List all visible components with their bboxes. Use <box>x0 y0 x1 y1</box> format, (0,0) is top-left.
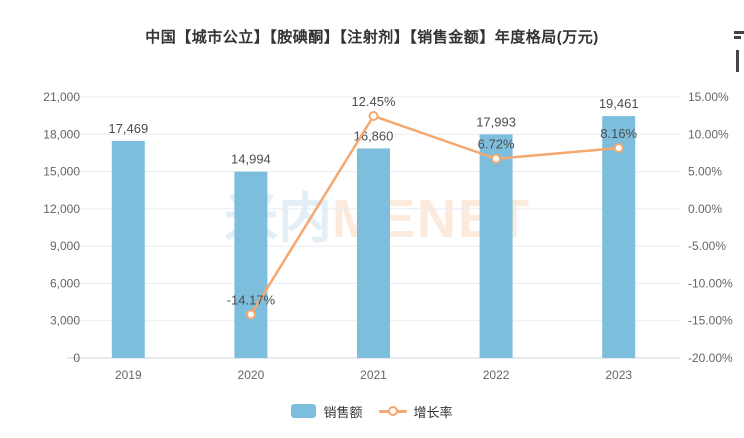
bar-2022[interactable] <box>479 134 513 358</box>
left-axis-tick: 12,000 <box>43 202 80 216</box>
right-axis-tick: -5.00% <box>688 239 726 253</box>
growth-point-2023[interactable] <box>613 143 624 154</box>
bar-series-swatch <box>291 404 317 418</box>
bar-2020[interactable] <box>234 171 268 358</box>
x-axis-label-2023: 2023 <box>605 368 632 382</box>
x-axis-label-2021: 2021 <box>360 368 387 382</box>
legend: 销售额 增长率 <box>0 401 744 421</box>
bar-value-label-2021: 16,860 <box>354 128 394 143</box>
bar-2023[interactable] <box>602 116 636 359</box>
growth-value-label-2021: 12.45% <box>351 94 396 109</box>
x-axis-label-2022: 2022 <box>483 368 510 382</box>
right-axis-tick: 5.00% <box>688 165 722 179</box>
left-axis-tick: 21,000 <box>43 90 80 104</box>
left-axis-tick: 9,000 <box>50 239 80 253</box>
x-axis-label-2020: 2020 <box>238 368 265 382</box>
growth-value-label-2022: 6.72% <box>478 137 515 152</box>
right-axis-tick: -20.00% <box>688 351 733 365</box>
left-axis-tick: 18,000 <box>43 127 80 141</box>
right-axis-tick: -15.00% <box>688 314 733 328</box>
left-axis-tick: 3,000 <box>50 314 80 328</box>
right-axis-tick: 0.00% <box>688 202 722 216</box>
growth-value-label-2020: -14.17% <box>227 293 276 308</box>
left-axis-tick: 15,000 <box>43 165 80 179</box>
legend-item-sales[interactable]: 销售额 <box>291 402 363 421</box>
right-axis-tick: 10.00% <box>688 127 729 141</box>
legend-label-sales: 销售额 <box>323 404 363 420</box>
bar-2021[interactable] <box>357 148 390 358</box>
clipped-edge-artifact <box>734 31 744 34</box>
chart-title: 中国【城市公立】【胺碘酮】【注射剂】【销售金额】年度格局(万元) <box>145 29 599 46</box>
growth-point-2021[interactable] <box>368 111 379 122</box>
right-axis-tick: -10.00% <box>688 276 733 290</box>
left-axis-tick: 0 <box>73 351 80 365</box>
bar-value-label-2019: 17,469 <box>108 121 148 136</box>
growth-point-2020[interactable] <box>245 309 256 320</box>
legend-item-growth[interactable]: 增长率 <box>378 402 453 421</box>
clipped-edge-artifact <box>734 36 741 39</box>
x-axis-label-2019: 2019 <box>115 368 142 382</box>
growth-line <box>249 114 620 316</box>
legend-label-growth: 增长率 <box>413 404 453 420</box>
growth-value-label-2023: 8.16% <box>600 126 637 141</box>
clipped-edge-artifact <box>736 50 739 72</box>
bar-value-label-2022: 17,993 <box>476 114 516 129</box>
growth-point-2022[interactable] <box>491 153 502 164</box>
bar-value-label-2023: 19,461 <box>599 96 639 111</box>
right-axis-tick: 15.00% <box>688 90 729 104</box>
left-axis-tick: 6,000 <box>50 276 80 290</box>
bar-value-label-2020: 14,994 <box>231 152 271 167</box>
line-series-swatch <box>378 404 407 418</box>
bar-2019[interactable] <box>111 140 145 358</box>
